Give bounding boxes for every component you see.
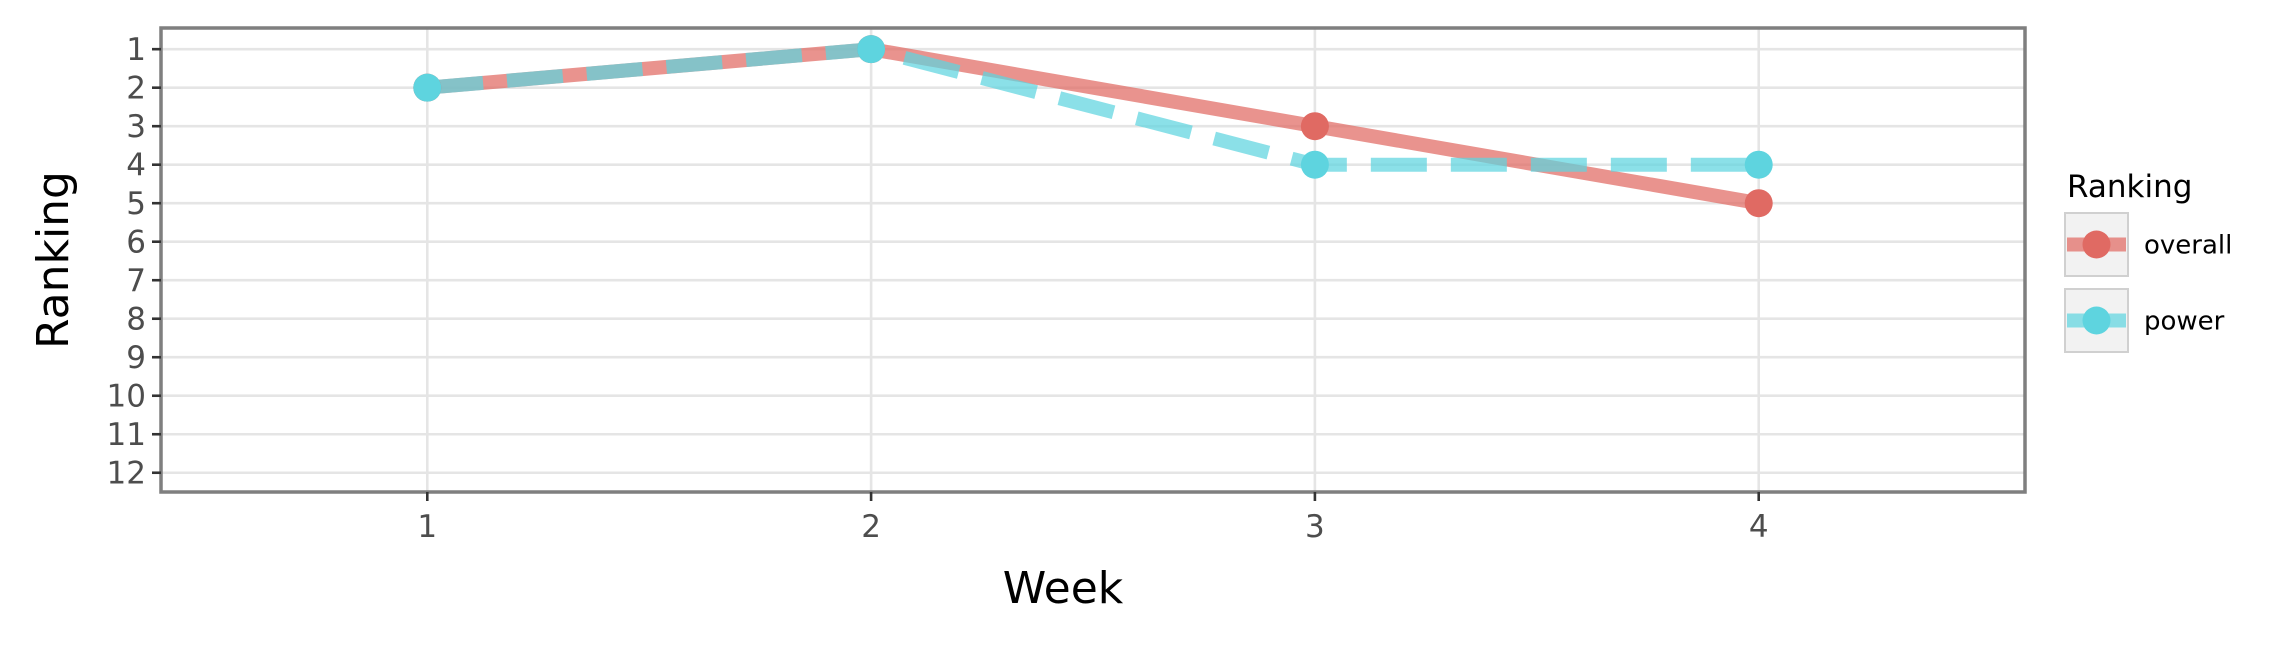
x-axis: 1 2 3 4 [417, 492, 1769, 545]
series-lines [426, 42, 1760, 211]
legend-label-overall: overall [2144, 231, 2232, 261]
legend-key-marker-overall [2082, 230, 2111, 259]
data-point-power [413, 73, 442, 102]
x-axis-title: Week [1003, 563, 1124, 614]
y-tick-label: 5 [126, 186, 146, 222]
y-tick-label: 11 [107, 417, 146, 453]
data-point-power [857, 35, 886, 64]
series-points [413, 35, 1773, 218]
legend-key-marker-power [2082, 306, 2111, 335]
x-tick-label: 3 [1305, 509, 1325, 545]
y-tick-label: 4 [126, 148, 146, 184]
series-line-power [426, 42, 1759, 172]
y-tick-label: 10 [107, 379, 146, 415]
plot-panel [161, 28, 2025, 492]
data-point-power [1300, 150, 1329, 179]
data-point-overall [1744, 189, 1773, 218]
y-axis-title: Ranking [28, 171, 79, 349]
x-tick-label: 2 [861, 509, 881, 545]
legend: Ranking overall power [2064, 169, 2232, 353]
legend-label-power: power [2144, 307, 2225, 337]
y-tick-label: 6 [126, 225, 146, 261]
data-point-power [1744, 150, 1773, 179]
y-tick-label: 3 [126, 109, 146, 145]
x-tick-label: 1 [417, 509, 437, 545]
x-tick-label: 4 [1749, 509, 1769, 545]
y-tick-label: 9 [126, 340, 146, 376]
y-tick-label: 1 [126, 32, 146, 68]
y-tick-label: 7 [126, 263, 146, 299]
y-tick-label: 12 [107, 456, 146, 492]
plot-border [159, 26, 2027, 494]
legend-title: Ranking [2067, 169, 2192, 205]
y-tick-label: 8 [126, 302, 146, 338]
data-point-overall [1300, 112, 1329, 141]
y-tick-label: 2 [126, 71, 146, 107]
